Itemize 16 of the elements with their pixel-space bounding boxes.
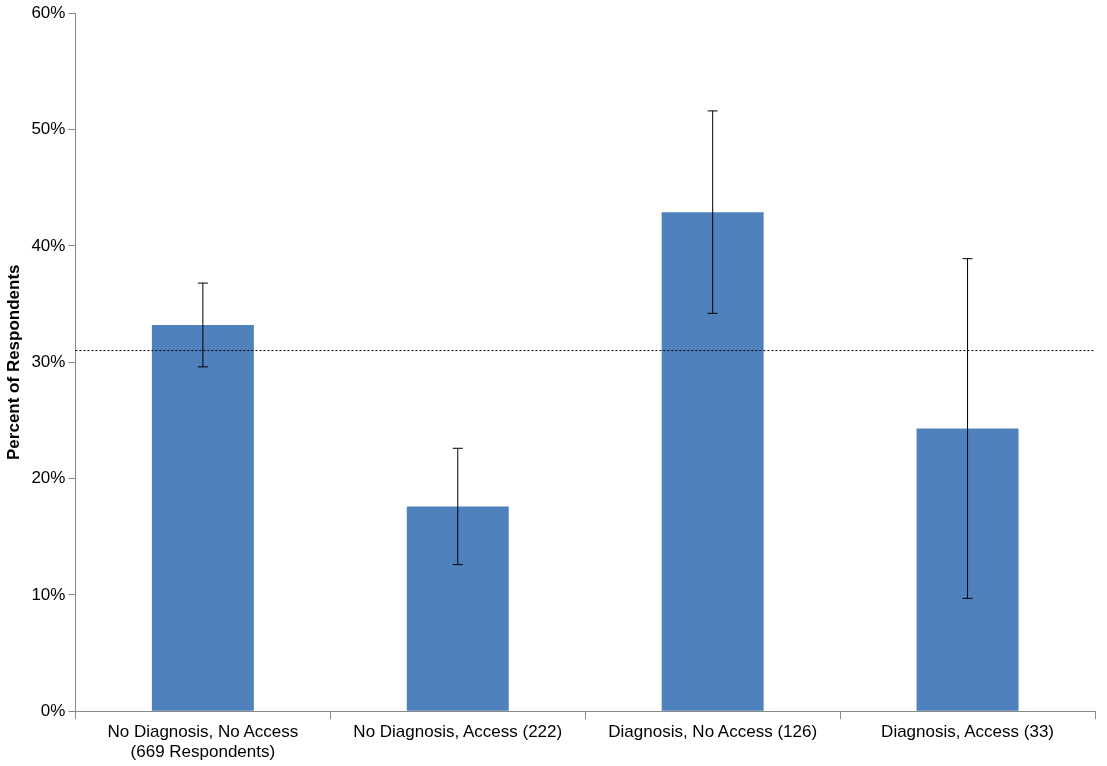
y-tick-label: 0% <box>40 700 66 720</box>
y-tick-label: 40% <box>31 235 66 255</box>
bar <box>661 212 764 711</box>
bar <box>916 428 1019 711</box>
y-tick-label: 10% <box>31 584 66 604</box>
x-tick-label: No Diagnosis, No Access (669 Respondents) <box>107 722 299 762</box>
bar <box>151 324 254 711</box>
bar <box>406 506 509 711</box>
x-tick-label: No Diagnosis, Access (222) <box>353 722 563 742</box>
x-tick-label: Diagnosis, No Access (126) <box>608 722 818 742</box>
y-tick-label: 20% <box>31 468 66 488</box>
y-axis-title: Percent of Respondents <box>3 264 23 460</box>
y-tick-label: 50% <box>31 119 66 139</box>
y-tick-label: 30% <box>31 351 66 371</box>
y-tick-label: 60% <box>31 2 66 22</box>
x-tick-label: Diagnosis, Access (33) <box>881 722 1055 742</box>
